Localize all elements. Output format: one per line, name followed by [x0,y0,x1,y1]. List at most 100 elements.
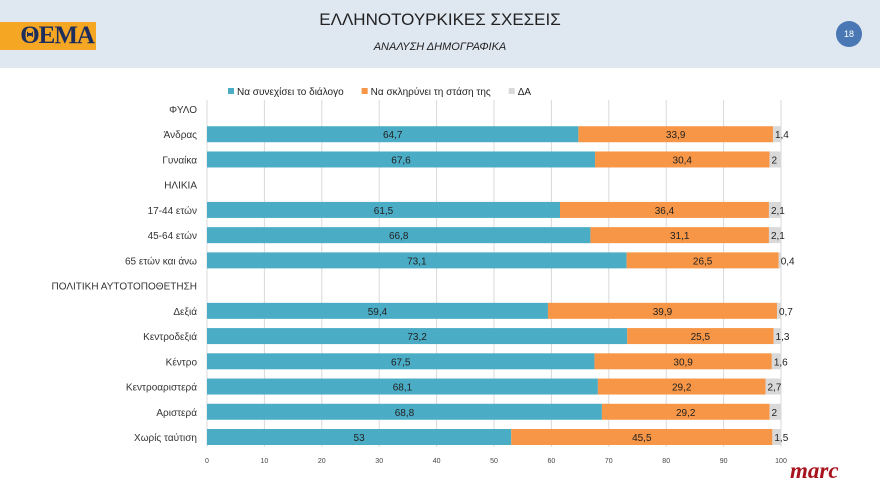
data-label: 0,7 [779,307,793,318]
data-label: 26,5 [693,256,713,267]
bar-segment [595,151,770,168]
bar-segment [560,201,769,218]
category-label: 65 ετών και άνω [125,255,197,267]
category-label: 45-64 ετών [148,230,197,242]
bar-segment [207,428,512,445]
data-label: 2 [772,408,778,419]
legend-label: ΔΑ [518,87,532,98]
data-label: 67,5 [391,357,411,368]
category-label: ΠΟΛΙΤΙΚΗ ΑΥΤΟΤΟΠΟΘΕΤΗΣΗ [52,282,197,293]
bar-segment [207,201,561,218]
bar-segment [776,302,781,319]
data-label: 25,5 [691,332,711,343]
legend-swatch [228,88,234,94]
data-label: 68,8 [395,408,415,419]
data-label: 30,9 [673,357,693,368]
category-label: Κέντρο [166,356,198,368]
category-label: ΗΛΙΚΙΑ [164,181,197,192]
thema-logo: ΘΕΜΑ [0,22,96,50]
bar-segment [207,126,579,143]
category-label: Κεντροδεξιά [143,331,197,343]
x-tick-label: 40 [433,458,441,465]
category-label: 17-44 ετών [148,205,197,217]
bar-segment [626,252,779,269]
bar-segment [772,126,781,143]
category-label: Γυναίκα [162,154,197,166]
x-tick-label: 20 [318,458,326,465]
legend-swatch [361,88,368,94]
category-label: Δεξιά [173,306,197,318]
data-label: 67,6 [391,155,411,166]
marc-logo: marc [790,458,839,483]
category-label: Χωρίς ταύτιση [134,432,197,444]
bar-segment [207,403,602,420]
bar-segment [597,378,766,395]
bar-segment [778,252,781,269]
x-tick-label: 100 [775,458,787,465]
bar-segment [207,328,628,345]
page-number-badge: 18 [836,21,862,47]
header-band [0,0,880,68]
category-label: Άνδρας [164,130,198,141]
bar-segment [207,151,596,168]
data-label: 53 [354,433,366,444]
data-label: 73,2 [407,332,427,343]
bar-segment [765,378,781,395]
bar-segment [768,227,781,244]
category-label: Αριστερά [156,407,197,419]
data-label: 36,4 [655,206,675,217]
bar-segment [207,302,548,319]
bar-segment [627,328,774,345]
bar-segment [772,428,781,445]
page-subtitle: ΑΝΑΛΥΣΗ ΔΗΜΟΓΡΑΦΙΚΑ [373,41,507,53]
data-label: 2,1 [771,206,785,217]
bar-segment [578,126,773,143]
data-label: 64,7 [383,130,403,141]
bar-segment [547,302,777,319]
bar-segment [207,252,627,269]
data-label: 66,8 [389,231,409,242]
legend-swatch [508,88,515,94]
x-tick-label: 30 [375,458,383,465]
data-label: 31,1 [670,231,690,242]
x-tick-label: 50 [490,458,498,465]
bar-segment [207,378,598,395]
x-tick-label: 90 [720,458,728,465]
bar-segment [768,201,781,218]
category-label: ΦΥΛΟ [169,105,197,116]
data-label: 30,4 [673,155,693,166]
data-label: 59,4 [368,307,388,318]
bar-segment [207,353,595,370]
data-label: 33,9 [666,130,686,141]
data-label: 29,2 [672,383,692,394]
data-label: 0,4 [781,256,795,267]
x-tick-label: 10 [261,458,269,465]
bar-segment [769,151,781,168]
bar-segment [594,353,772,370]
data-label: 29,2 [676,408,696,419]
x-tick-label: 70 [605,458,613,465]
data-label: 68,1 [393,383,413,394]
data-label: 39,9 [653,307,673,318]
x-tick-label: 80 [662,458,670,465]
data-label: 73,1 [407,256,427,267]
data-label: 2,1 [771,231,785,242]
bar-segment [590,227,769,244]
data-label: 2 [772,155,778,166]
data-label: 1,6 [774,357,788,368]
x-tick-label: 0 [205,458,209,465]
bar-segment [511,428,773,445]
data-label: 2,7 [768,383,782,394]
bar-segment [773,328,781,345]
bar-segment [771,353,781,370]
data-label: 1,4 [775,130,789,141]
data-label: 61,5 [374,206,394,217]
legend-label: Να σκληρύνει τη στάση της [371,86,491,98]
data-label: 45,5 [632,433,652,444]
bar-segment [769,403,781,420]
bar-segment [601,403,770,420]
category-label: Κεντροαριστερά [126,382,197,394]
legend-label: Να συνεχίσει το διάλογο [237,86,344,98]
data-label: 1,5 [774,433,788,444]
